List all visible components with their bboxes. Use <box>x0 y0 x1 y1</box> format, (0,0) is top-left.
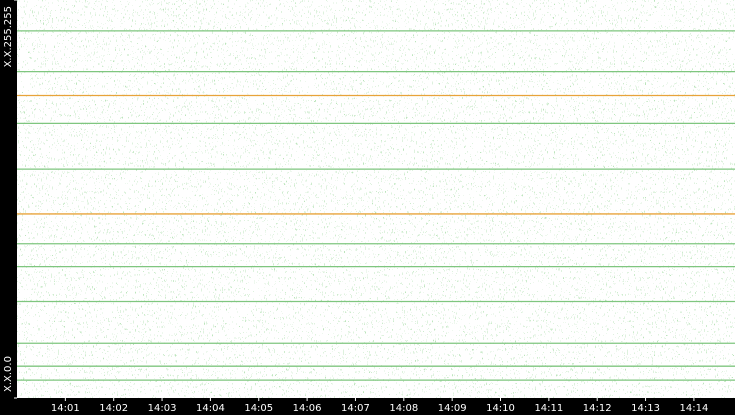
x-tick-label: 14:13 <box>631 403 660 414</box>
x-tick-label: 14:08 <box>389 403 418 414</box>
x-tick-label: 14:07 <box>341 403 370 414</box>
x-tick-label: 14:06 <box>293 403 322 414</box>
x-tick-label: 14:11 <box>534 403 563 414</box>
y-axis-bar <box>0 0 17 415</box>
x-tick-label: 14:09 <box>438 403 467 414</box>
y-tick-label: X.X.0.0 <box>3 356 14 392</box>
x-tick-label: 14:14 <box>679 403 708 414</box>
x-tick-label: 14:01 <box>51 403 80 414</box>
x-tick-label: 14:12 <box>583 403 612 414</box>
x-tick-label: 14:04 <box>196 403 225 414</box>
noise-texture <box>17 0 735 398</box>
x-tick-label: 14:03 <box>148 403 177 414</box>
x-axis-bar <box>0 398 735 415</box>
x-tick-label: 14:05 <box>244 403 273 414</box>
y-tick-label: X.X.255.255 <box>3 6 14 67</box>
x-tick-label: 14:10 <box>486 403 515 414</box>
x-tick-label: 14:02 <box>99 403 128 414</box>
